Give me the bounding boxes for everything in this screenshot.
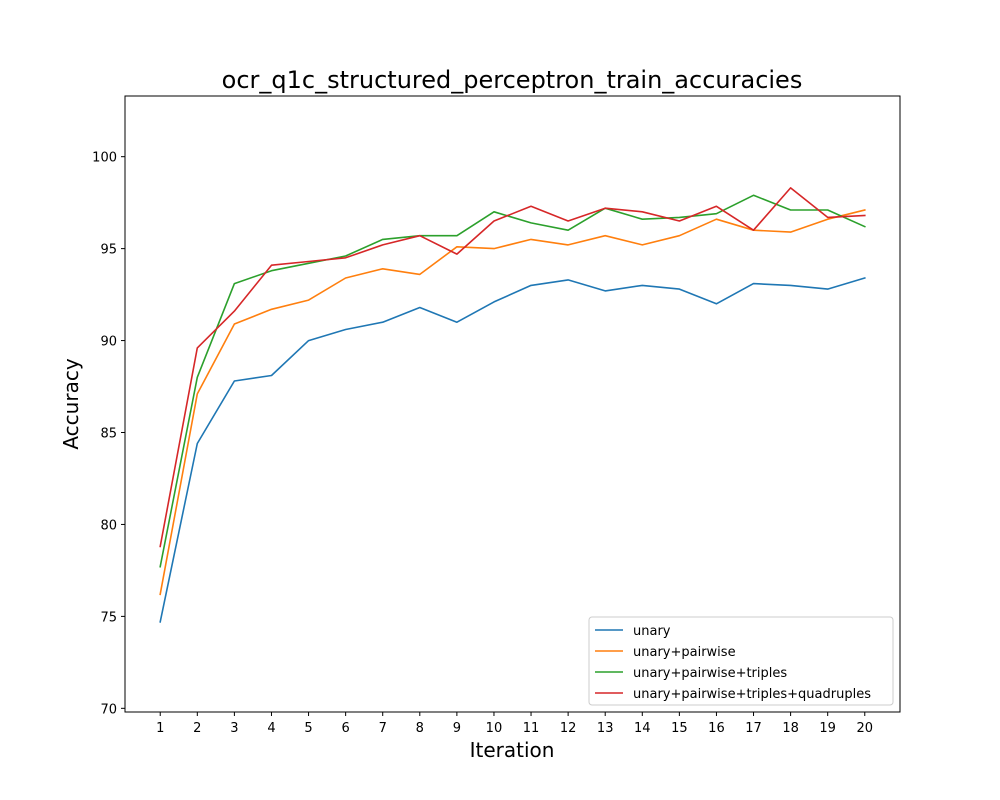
y-tick-label: 80 [100,518,117,533]
x-tick-label: 4 [267,721,275,736]
x-tick-label: 6 [341,721,349,736]
legend-label: unary [633,624,671,639]
series-line-0 [159,277,866,623]
series-line-3 [159,187,866,548]
x-tick-label: 9 [453,721,461,736]
series-line-1 [159,209,866,596]
x-tick-label: 10 [486,721,503,736]
x-tick-label: 14 [634,721,651,736]
x-tick-label: 16 [708,721,725,736]
y-tick-label: 100 [92,151,117,166]
x-tick-label: 15 [671,721,688,736]
x-tick-label: 7 [379,721,387,736]
chart-title: ocr_q1c_structured_perceptron_train_accu… [222,66,803,94]
legend-label: unary+pairwise+triples [633,666,787,681]
y-axis-label: Accuracy [59,358,83,449]
x-tick-label: 1 [156,721,164,736]
x-tick-label: 20 [856,721,873,736]
x-tick-label: 11 [523,721,540,736]
x-axis-label: Iteration [470,738,555,762]
x-tick-label: 17 [745,721,762,736]
series-lines [159,187,866,623]
axis-ticks: 1 2 3 4 5 6 7 8 9 10 11 12 13 14 15 16 17 18 19 20707580859… [92,151,873,736]
legend-label: unary+pairwise [633,645,736,660]
series-line-2 [159,194,866,568]
x-tick-label: 8 [416,721,424,736]
legend-label: unary+pairwise+triples+quadruples [633,687,871,702]
x-tick-label: 13 [597,721,614,736]
x-tick-label: 19 [819,721,836,736]
y-tick-label: 95 [100,243,117,258]
x-tick-label: 12 [560,721,577,736]
y-tick-label: 70 [100,702,117,717]
x-tick-label: 2 [193,721,201,736]
legend: unary unary+pairwise unary+pairwise+triple… [588,616,894,706]
y-tick-label: 75 [100,610,117,625]
x-tick-label: 18 [782,721,799,736]
legend-box [588,616,894,706]
x-tick-label: 5 [304,721,312,736]
x-tick-label: 3 [230,721,238,736]
y-tick-label: 90 [100,335,117,350]
plot-frame [124,95,901,713]
y-tick-label: 85 [100,427,117,442]
